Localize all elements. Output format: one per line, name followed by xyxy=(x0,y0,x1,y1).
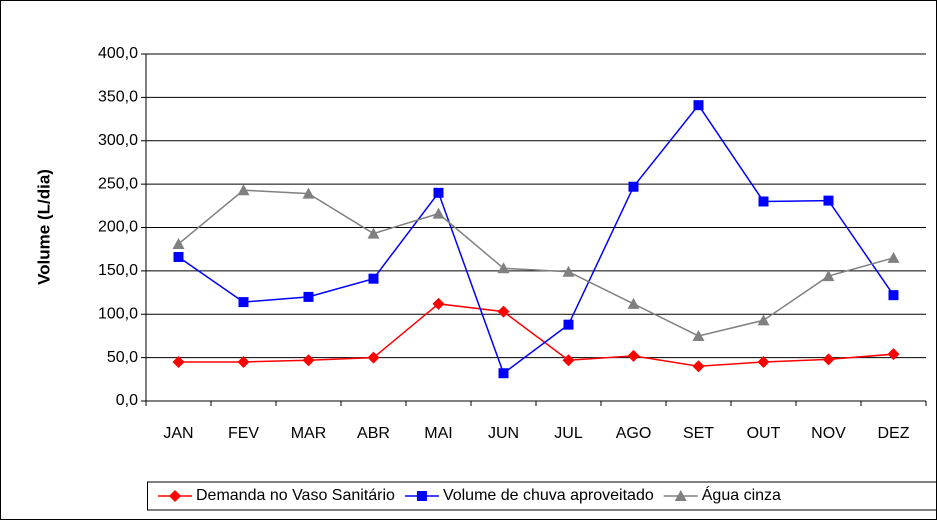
legend-label: Volume de chuva aproveitado xyxy=(443,487,654,504)
data-point xyxy=(432,297,445,310)
data-point xyxy=(757,314,770,326)
data-point xyxy=(823,195,834,206)
data-point xyxy=(822,270,835,282)
data-point xyxy=(627,297,640,309)
x-tick-label: OUT xyxy=(747,425,781,442)
data-point xyxy=(563,319,574,330)
data-point xyxy=(887,348,900,361)
data-point xyxy=(888,290,899,301)
data-point xyxy=(693,100,704,111)
data-point xyxy=(627,349,640,362)
legend-label: Água cinza xyxy=(702,485,781,504)
y-tick-label: 250,0 xyxy=(98,175,138,192)
legend-label: Demanda no Vaso Sanitário xyxy=(196,487,395,504)
legend-box xyxy=(147,481,937,511)
data-point xyxy=(238,297,249,308)
x-tick-label: JUN xyxy=(488,425,519,442)
legend-marker xyxy=(416,491,427,501)
y-tick-label: 50,0 xyxy=(107,349,138,366)
x-tick-label: DEZ xyxy=(878,425,910,442)
y-tick-label: 100,0 xyxy=(98,305,138,322)
y-tick-label: 200,0 xyxy=(98,219,138,236)
x-tick-label: MAI xyxy=(424,425,452,442)
x-tick-label: FEV xyxy=(228,425,259,442)
x-tick-label: MAR xyxy=(291,425,327,442)
x-tick-label: SET xyxy=(683,425,714,442)
data-point xyxy=(432,207,445,219)
series-line xyxy=(178,189,894,337)
data-point xyxy=(172,355,185,368)
data-point xyxy=(367,351,380,364)
x-tick-label: JAN xyxy=(163,425,193,442)
data-point xyxy=(173,251,184,262)
data-point xyxy=(562,354,575,367)
x-tick-label: AGO xyxy=(616,425,652,442)
data-point xyxy=(497,262,510,274)
x-tick-label: ABR xyxy=(357,425,390,442)
data-point xyxy=(237,184,250,196)
data-point xyxy=(757,355,770,368)
data-point xyxy=(433,187,444,198)
x-tick-label: NOV xyxy=(811,425,846,442)
data-point xyxy=(303,291,314,302)
data-point xyxy=(172,237,185,249)
data-point xyxy=(628,181,639,192)
data-point xyxy=(758,196,769,207)
legend-marker xyxy=(169,490,181,502)
y-axis-label: Volume (L/dia) xyxy=(34,169,53,285)
data-point xyxy=(822,353,835,366)
data-point xyxy=(302,187,315,199)
data-point xyxy=(562,265,575,277)
data-point xyxy=(302,354,315,367)
y-tick-label: 150,0 xyxy=(98,262,138,279)
data-point xyxy=(692,360,705,373)
y-tick-label: 350,0 xyxy=(98,89,138,106)
x-tick-label: JUL xyxy=(554,425,583,442)
data-point xyxy=(367,227,380,239)
data-point xyxy=(692,329,705,341)
y-tick-label: 300,0 xyxy=(98,132,138,149)
legend-marker xyxy=(674,490,687,501)
data-point xyxy=(497,305,510,318)
data-point xyxy=(887,251,900,263)
series-line xyxy=(178,103,895,375)
data-point xyxy=(498,368,509,379)
y-tick-label: 0,0 xyxy=(116,392,138,409)
data-point xyxy=(237,355,250,368)
series-line xyxy=(178,303,894,368)
data-point xyxy=(368,273,379,284)
y-tick-label: 400,0 xyxy=(98,45,138,62)
